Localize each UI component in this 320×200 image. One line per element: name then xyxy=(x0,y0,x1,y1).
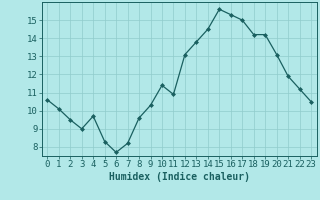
X-axis label: Humidex (Indice chaleur): Humidex (Indice chaleur) xyxy=(109,172,250,182)
